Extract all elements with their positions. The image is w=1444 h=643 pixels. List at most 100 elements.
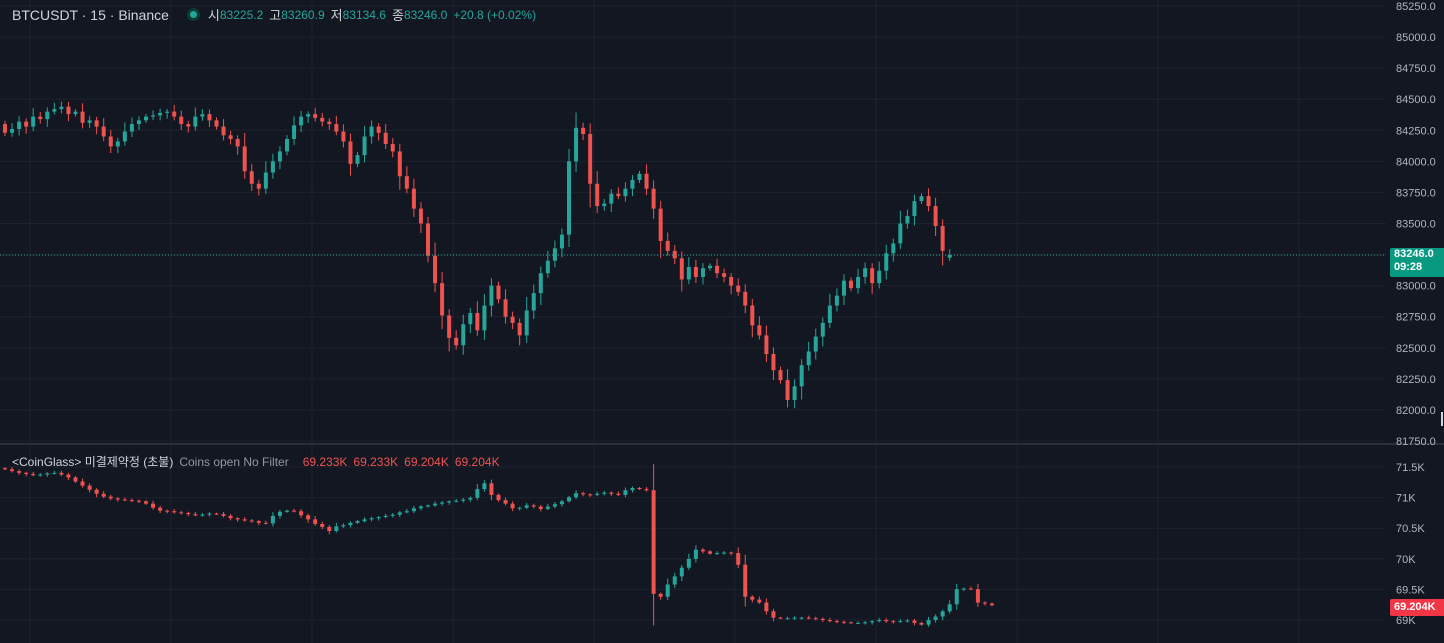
y-tick-label: 84250.0: [1396, 125, 1436, 137]
candle-body: [207, 114, 212, 121]
candle-body: [468, 312, 473, 325]
candle-body: [129, 124, 134, 132]
candle-body: [990, 603, 994, 606]
candle-body: [475, 489, 480, 498]
candle-body: [313, 114, 318, 118]
candle-body: [574, 127, 579, 162]
y-tick-label: 85000.0: [1396, 32, 1436, 44]
candle-body: [820, 618, 825, 620]
candle-body: [630, 487, 635, 491]
candle-body: [588, 494, 593, 496]
candle-body: [898, 223, 903, 244]
candle-body: [700, 549, 705, 552]
candle-body: [926, 196, 931, 207]
candle-body: [630, 180, 635, 189]
candle-body: [461, 499, 466, 501]
candle-body: [249, 171, 254, 184]
candle-body: [242, 519, 247, 521]
scale-drag-handle[interactable]: [1441, 412, 1443, 426]
candle-body: [122, 499, 127, 501]
candle-body: [136, 120, 141, 125]
candle-body: [792, 617, 797, 619]
candle-body: [256, 521, 261, 523]
candle-body: [644, 173, 649, 189]
candle-body: [45, 473, 50, 475]
candle-body: [595, 183, 600, 207]
candle-body: [912, 620, 917, 623]
y-tick-label: 70K: [1396, 554, 1416, 566]
candle-body: [771, 354, 776, 371]
candle-body: [165, 111, 170, 113]
candle-body: [327, 121, 332, 125]
candle-body: [947, 255, 952, 258]
candle-body: [849, 280, 853, 289]
candle-body: [658, 593, 663, 597]
candle-body: [235, 518, 240, 520]
candle-body: [186, 124, 191, 127]
candle-body: [595, 493, 600, 495]
candle-body: [10, 129, 15, 133]
candle-body: [129, 500, 134, 502]
candle-body: [905, 216, 910, 224]
candle-body: [390, 514, 395, 516]
symbol-label[interactable]: BTCUSDT · 15 · Binance: [12, 6, 169, 23]
candle-body: [757, 599, 762, 603]
candle-body: [108, 496, 113, 499]
candle-body: [115, 498, 120, 500]
candle-body: [320, 117, 325, 122]
y-tick-label: 84000.0: [1396, 156, 1436, 168]
candle-body: [616, 493, 621, 495]
candle-body: [496, 285, 501, 300]
indicator-name[interactable]: <CoinGlass> 미결제약정 (초불): [12, 455, 174, 469]
high-label: 고: [269, 8, 282, 23]
candle-body: [355, 155, 360, 164]
indicator-legend[interactable]: <CoinGlass> 미결제약정 (초불) Coins open No Fil…: [12, 453, 500, 470]
last-price-value: 83246.0: [1394, 248, 1434, 260]
candle-body: [538, 506, 543, 509]
candle-body: [151, 115, 156, 117]
candle-body: [863, 268, 868, 277]
candle-body: [24, 121, 29, 127]
candle-body: [552, 504, 557, 507]
candle-body: [320, 524, 325, 527]
candle-body: [510, 316, 515, 323]
candle-body: [411, 508, 416, 512]
candle-body: [975, 589, 980, 603]
candle-body: [193, 116, 198, 127]
y-tick-label: 71.5K: [1396, 462, 1425, 474]
candle-body: [736, 553, 741, 565]
candle-body: [623, 188, 628, 197]
candle-body: [602, 492, 607, 494]
y-tick-label: 82000.0: [1396, 405, 1436, 417]
candle-body: [249, 520, 254, 522]
candle-body: [799, 617, 804, 619]
indicator-value-high: 69.233K: [353, 454, 399, 469]
candle-body: [80, 111, 85, 123]
candle-body: [517, 507, 522, 509]
candle-body: [87, 120, 92, 123]
candle-body: [468, 497, 473, 500]
candle-body: [870, 621, 875, 623]
candle-body: [841, 280, 846, 296]
candle-body: [38, 474, 43, 476]
candle-body: [228, 135, 233, 139]
candle-body: [877, 270, 882, 284]
candle-body: [912, 201, 917, 217]
candle-body: [743, 564, 748, 597]
candle-body: [806, 351, 811, 366]
candle-body: [31, 473, 36, 476]
close-label: 종: [391, 8, 404, 23]
candle-body: [700, 268, 705, 277]
chart-legend: BTCUSDT · 15 · Binance 시 83225.2 고 83260.9…: [12, 5, 536, 24]
candle-body: [567, 161, 571, 235]
indicator-filter: Coins open No Filter: [179, 454, 289, 469]
candle-body: [475, 312, 480, 331]
candle-body: [285, 138, 289, 152]
candle-body: [144, 116, 148, 121]
candle-body: [623, 490, 628, 495]
candle-body: [404, 176, 409, 189]
candle-body: [609, 193, 614, 204]
candle-body: [80, 481, 85, 486]
candle-body: [383, 132, 388, 144]
